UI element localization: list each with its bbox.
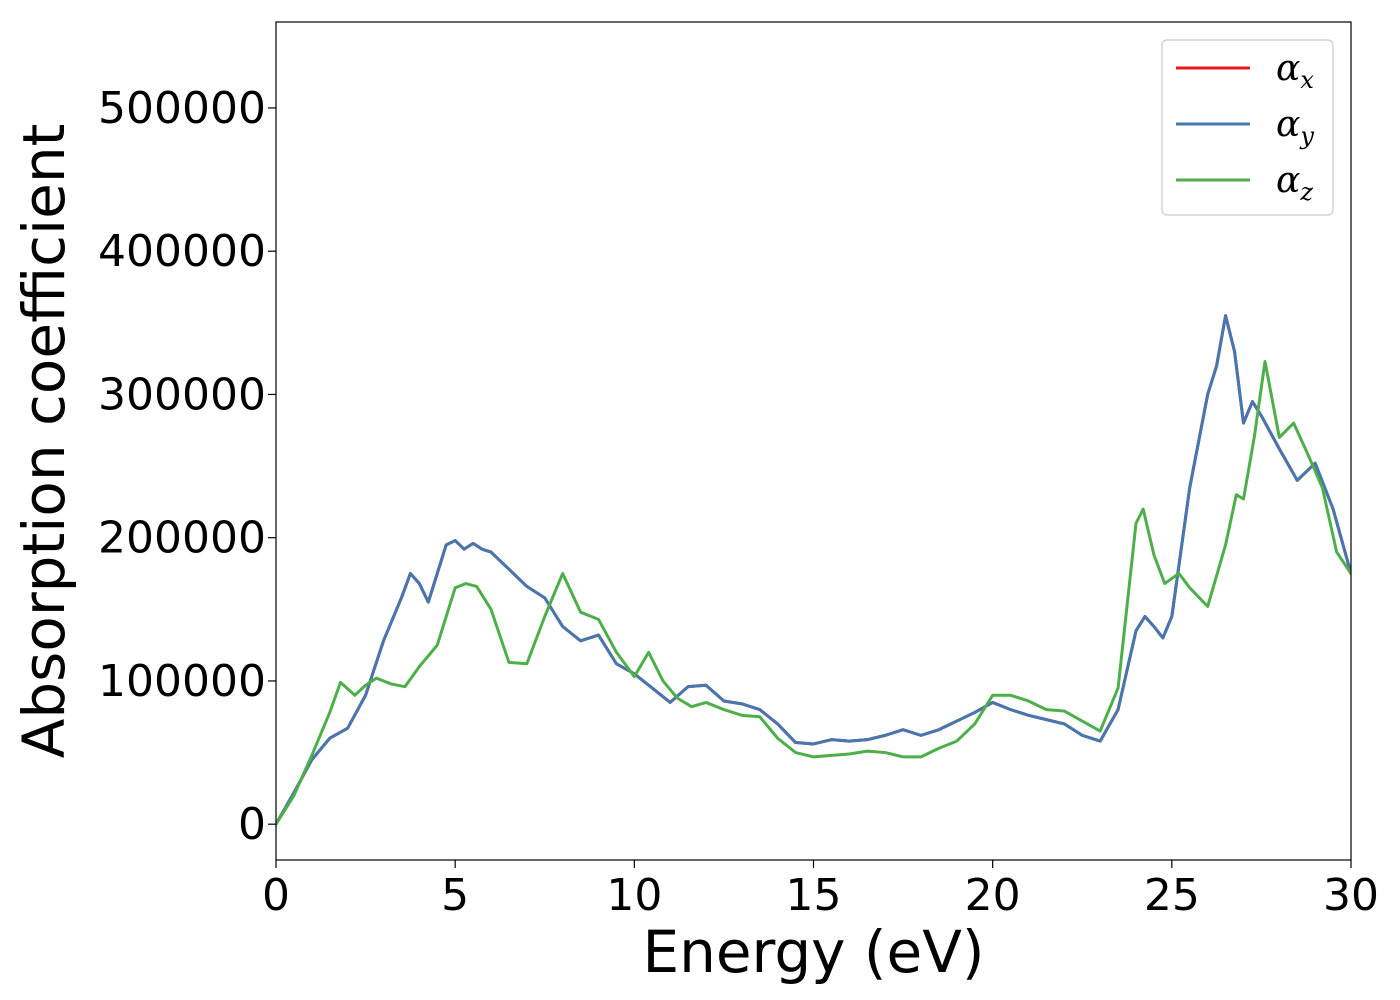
legend-label-y: αy (1276, 104, 1314, 150)
y-tick-label: 0 (238, 799, 266, 850)
legend-item-z: αz (1176, 160, 1313, 206)
legend-label-main: α (1276, 48, 1300, 89)
legend-label-z: αz (1276, 160, 1313, 206)
x-tick-label: 15 (786, 870, 842, 921)
y-tick-label: 400000 (98, 226, 266, 277)
legend-label-main: α (1276, 104, 1300, 145)
y-tick-label: 300000 (98, 369, 266, 420)
legend-label-x: αx (1276, 48, 1314, 94)
y-tick-label: 500000 (98, 83, 266, 134)
legend-item-x: αx (1176, 48, 1314, 94)
x-tick-label: 5 (441, 870, 469, 921)
legend-item-y: αy (1176, 104, 1314, 150)
legend-label-main: α (1276, 160, 1300, 201)
x-tick-label: 0 (262, 870, 290, 921)
y-tick-label: 100000 (98, 656, 266, 707)
x-tick-label: 30 (1323, 870, 1379, 921)
x-tick-label: 10 (606, 870, 662, 921)
series-line-y (276, 314, 1351, 826)
x-tick-label: 25 (1144, 870, 1200, 921)
legend-label-sub: x (1300, 66, 1314, 94)
axis-ticks: 0 5 10 15 20 25 30 0 100000 200000 300000 400000 500… (98, 83, 1379, 921)
x-axis-label: Energy (eV) (642, 918, 984, 986)
series-group (276, 314, 1351, 826)
legend-label-sub: y (1299, 122, 1314, 150)
x-tick-label: 20 (965, 870, 1021, 921)
y-axis-label: Absorption coefficient (10, 124, 78, 759)
legend-label-sub: z (1299, 178, 1313, 206)
y-tick-label: 200000 (98, 513, 266, 564)
series-line-z (276, 360, 1351, 826)
legend-box (1161, 39, 1334, 216)
